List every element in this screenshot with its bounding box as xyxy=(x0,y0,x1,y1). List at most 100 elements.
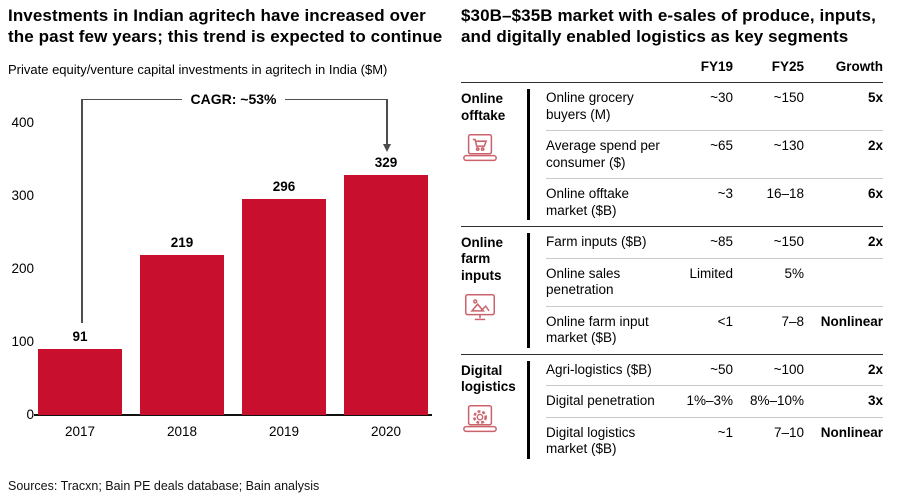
table-row: Agri-logistics ($B) ~50 ~100 2x xyxy=(546,355,883,385)
fy25-value: 16–18 xyxy=(766,186,804,202)
row-label: Online offtake market ($B) xyxy=(546,186,630,218)
table-row: Online sales penetration Limited 5% xyxy=(546,257,883,306)
cagr-label: CAGR: ~53% xyxy=(190,91,277,107)
fy25-value: 5% xyxy=(784,265,804,281)
row-label: Digital logistics market ($B) xyxy=(546,424,636,457)
table-row: Digital logistics market ($B) ~1 7–10 No… xyxy=(546,416,883,465)
group-head: Online farm inputs xyxy=(461,227,521,353)
fy25-value: 7–8 xyxy=(781,313,804,329)
table-row: Digital penetration 1%–3% 8%–10% 3x xyxy=(546,385,883,416)
bar-value-label: 296 xyxy=(272,179,296,194)
x-axis-label: 2017 xyxy=(64,424,96,439)
fy19-value: <1 xyxy=(717,313,733,329)
y-axis-tick: 200 xyxy=(11,261,34,276)
fy19-value: ~30 xyxy=(710,90,733,106)
group-divider xyxy=(521,227,546,353)
cagr-annotation: CAGR: ~53% xyxy=(81,91,386,107)
x-axis-label: 2020 xyxy=(370,424,402,439)
row-label: Agri-logistics ($B) xyxy=(546,361,652,377)
table-row: Farm inputs ($B) ~85 ~150 2x xyxy=(546,227,883,257)
right-title: $30B–$35B market with e-sales of produce… xyxy=(461,6,876,46)
laptop-cart-icon xyxy=(461,133,521,164)
group-head: Digital logistics xyxy=(461,355,521,465)
right-panel: $30B–$35B market with e-sales of produce… xyxy=(461,6,883,465)
growth-value: 2x xyxy=(867,138,883,154)
fy25-value: 8%–10% xyxy=(749,393,804,409)
bar-2018 xyxy=(140,255,224,415)
chart-subtitle: Private equity/venture capital investmen… xyxy=(8,62,388,77)
fy25-value: ~150 xyxy=(773,90,804,106)
fy25-value: ~130 xyxy=(773,138,804,154)
fy25-value: ~150 xyxy=(773,234,804,250)
fy19-value: ~50 xyxy=(710,361,733,377)
bar-2017 xyxy=(38,349,122,415)
x-axis-label: 2018 xyxy=(166,424,198,439)
group-rows: Online grocery buyers (M) ~30 ~150 5x Av… xyxy=(546,83,883,226)
bar-chart: CAGR: ~53% 0 100 200 300 400 91 2017 219 2018 296… xyxy=(8,91,440,451)
fy19-value: 1%–3% xyxy=(686,393,733,409)
table-row: Average spend per consumer ($) ~65 ~130 … xyxy=(546,130,883,178)
bar-value-label: 329 xyxy=(374,155,398,170)
column-header-fy25: FY25 xyxy=(771,59,804,75)
growth-value: Nonlinear xyxy=(820,313,883,329)
table-row: Online offtake market ($B) ~3 16–18 6x xyxy=(546,178,883,226)
bar-2020 xyxy=(344,175,428,415)
group-divider xyxy=(521,83,546,226)
fy19-value: ~65 xyxy=(710,138,733,154)
growth-value: 6x xyxy=(867,186,883,202)
group-divider xyxy=(521,355,546,465)
column-header-fy19: FY19 xyxy=(700,59,733,75)
group-label: Online farm inputs xyxy=(461,235,504,283)
sources-note: Sources: Tracxn; Bain PE deals database;… xyxy=(8,479,320,493)
bar-value-label: 91 xyxy=(72,329,88,344)
group-rows: Farm inputs ($B) ~85 ~150 2x Online sale… xyxy=(546,227,883,353)
monitor-image-icon xyxy=(461,293,521,324)
group-rows: Agri-logistics ($B) ~50 ~100 2x Digital … xyxy=(546,355,883,465)
column-header-growth: Growth xyxy=(835,59,883,75)
left-panel: Investments in Indian agritech have incr… xyxy=(8,6,444,439)
fy25-value: ~100 xyxy=(773,361,804,377)
left-title: Investments in Indian agritech have incr… xyxy=(8,6,443,46)
growth-value: 3x xyxy=(867,393,883,409)
table-row: Online grocery buyers (M) ~30 ~150 5x xyxy=(546,83,883,130)
arrow-down-icon xyxy=(382,144,391,152)
y-axis-tick: 400 xyxy=(11,115,34,130)
group-label: Digital logistics xyxy=(461,362,516,394)
x-axis-label: 2019 xyxy=(268,424,300,439)
table-group-online-offtake: Online offtake Online groce xyxy=(461,83,883,228)
row-label: Online sales penetration xyxy=(546,265,621,298)
segments-table: FY19 FY25 Growth Online offtake xyxy=(461,59,883,464)
row-label: Online farm input market ($B) xyxy=(546,313,649,346)
growth-value: 2x xyxy=(867,234,883,250)
fy19-value: ~85 xyxy=(710,234,733,250)
table-row: Online farm input market ($B) <1 7–8 Non… xyxy=(546,305,883,354)
bracket-segment xyxy=(285,98,386,100)
bracket-segment xyxy=(81,98,182,100)
group-label: Online offtake xyxy=(461,91,506,123)
x-axis-line xyxy=(34,414,432,416)
y-axis-tick: 0 xyxy=(26,407,34,422)
growth-value: Nonlinear xyxy=(820,424,883,440)
cagr-bracket-left-line xyxy=(81,99,83,323)
laptop-gear-icon xyxy=(461,404,521,435)
fy19-value: ~3 xyxy=(717,186,733,202)
bar-value-label: 219 xyxy=(170,235,194,250)
fy25-value: 7–10 xyxy=(773,424,804,440)
growth-value: 2x xyxy=(867,361,883,377)
cagr-bracket-right-line xyxy=(386,99,388,145)
row-label: Average spend per consumer ($) xyxy=(546,138,660,170)
bar-2019 xyxy=(242,199,326,415)
row-label: Online grocery buyers (M) xyxy=(546,90,634,122)
table-group-digital-logistics: Digital logistics Agri-logistics ($B) xyxy=(461,355,883,465)
row-label: Farm inputs ($B) xyxy=(546,234,647,250)
growth-value: 5x xyxy=(867,90,883,106)
table-header-row: FY19 FY25 Growth xyxy=(461,59,883,84)
group-head: Online offtake xyxy=(461,83,521,226)
fy19-value: Limited xyxy=(689,265,733,281)
y-axis-tick: 100 xyxy=(11,334,34,349)
y-axis-tick: 300 xyxy=(11,188,34,203)
row-label: Digital penetration xyxy=(546,393,655,409)
table-group-online-farm-inputs: Online farm inputs xyxy=(461,227,883,355)
fy19-value: ~1 xyxy=(717,424,733,440)
